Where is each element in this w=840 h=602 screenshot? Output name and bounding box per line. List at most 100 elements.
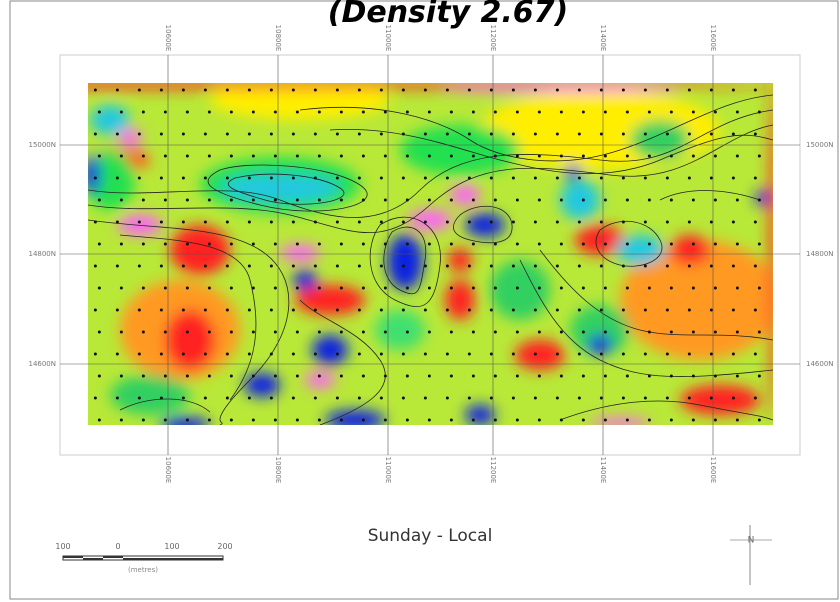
station xyxy=(450,419,453,422)
station xyxy=(274,199,277,202)
station xyxy=(754,133,757,136)
station xyxy=(710,133,713,136)
station xyxy=(296,419,299,422)
station xyxy=(494,419,497,422)
station xyxy=(556,89,559,92)
station xyxy=(318,331,321,334)
station xyxy=(622,133,625,136)
station xyxy=(160,265,163,268)
anomaly xyxy=(560,180,600,220)
station xyxy=(296,287,299,290)
station xyxy=(424,265,427,268)
station xyxy=(274,375,277,378)
station xyxy=(666,89,669,92)
station xyxy=(380,177,383,180)
station xyxy=(490,309,493,312)
station xyxy=(384,287,387,290)
station xyxy=(98,287,101,290)
scale-segment xyxy=(103,556,123,558)
station xyxy=(358,133,361,136)
station xyxy=(622,89,625,92)
station xyxy=(292,265,295,268)
station xyxy=(714,199,717,202)
station xyxy=(186,331,189,334)
station xyxy=(226,221,229,224)
station xyxy=(428,199,431,202)
station xyxy=(714,111,717,114)
station xyxy=(670,243,673,246)
anomaly xyxy=(670,235,710,265)
station xyxy=(626,155,629,158)
station xyxy=(362,111,365,114)
station xyxy=(758,287,761,290)
station xyxy=(252,419,255,422)
station xyxy=(406,287,409,290)
station xyxy=(692,331,695,334)
station xyxy=(644,265,647,268)
station xyxy=(512,221,515,224)
station xyxy=(380,89,383,92)
station xyxy=(556,309,559,312)
x-label: 10800E xyxy=(274,457,282,484)
station xyxy=(648,331,651,334)
station xyxy=(600,309,603,312)
station xyxy=(736,199,739,202)
station xyxy=(380,353,383,356)
station xyxy=(142,155,145,158)
station xyxy=(160,309,163,312)
station xyxy=(318,419,321,422)
station xyxy=(710,89,713,92)
station xyxy=(560,331,563,334)
station xyxy=(292,177,295,180)
station xyxy=(252,287,255,290)
station xyxy=(248,353,251,356)
station xyxy=(446,221,449,224)
station xyxy=(142,199,145,202)
station xyxy=(336,177,339,180)
station xyxy=(164,111,167,114)
station xyxy=(622,309,625,312)
station xyxy=(406,111,409,114)
station xyxy=(384,375,387,378)
station xyxy=(754,397,757,400)
station xyxy=(600,133,603,136)
station xyxy=(446,133,449,136)
station xyxy=(406,243,409,246)
station xyxy=(560,243,563,246)
station xyxy=(736,287,739,290)
station xyxy=(692,419,695,422)
scale-segment xyxy=(83,558,103,560)
station xyxy=(226,265,229,268)
anomaly xyxy=(588,335,612,355)
station xyxy=(754,89,757,92)
station xyxy=(230,199,233,202)
station xyxy=(556,397,559,400)
station xyxy=(512,89,515,92)
station xyxy=(248,133,251,136)
station xyxy=(358,221,361,224)
station xyxy=(534,397,537,400)
station xyxy=(230,287,233,290)
anomaly xyxy=(312,335,348,365)
anomaly xyxy=(465,405,495,425)
station xyxy=(710,265,713,268)
station xyxy=(208,243,211,246)
anomaly xyxy=(755,190,771,206)
station xyxy=(384,111,387,114)
station xyxy=(670,155,673,158)
station xyxy=(428,287,431,290)
station xyxy=(384,331,387,334)
station xyxy=(450,243,453,246)
station xyxy=(142,287,145,290)
station xyxy=(688,309,691,312)
station xyxy=(204,89,207,92)
station xyxy=(600,397,603,400)
station xyxy=(164,331,167,334)
x-label: 10600E xyxy=(164,25,172,52)
station xyxy=(292,89,295,92)
scale-label: 100 xyxy=(164,542,179,551)
station xyxy=(270,309,273,312)
station xyxy=(582,375,585,378)
station xyxy=(692,199,695,202)
station xyxy=(296,199,299,202)
